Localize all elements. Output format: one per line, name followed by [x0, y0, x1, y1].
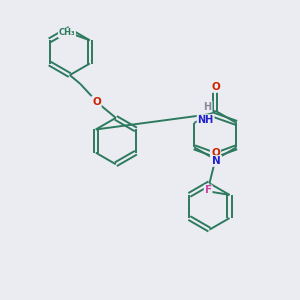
Text: NH: NH	[197, 115, 214, 125]
Text: O: O	[211, 82, 220, 92]
Text: CH₃: CH₃	[58, 28, 75, 38]
Text: O: O	[211, 148, 220, 158]
Text: F: F	[205, 185, 212, 195]
Text: O: O	[211, 148, 220, 158]
Text: N: N	[212, 156, 221, 166]
Text: H: H	[204, 102, 212, 112]
Text: O: O	[92, 97, 101, 106]
